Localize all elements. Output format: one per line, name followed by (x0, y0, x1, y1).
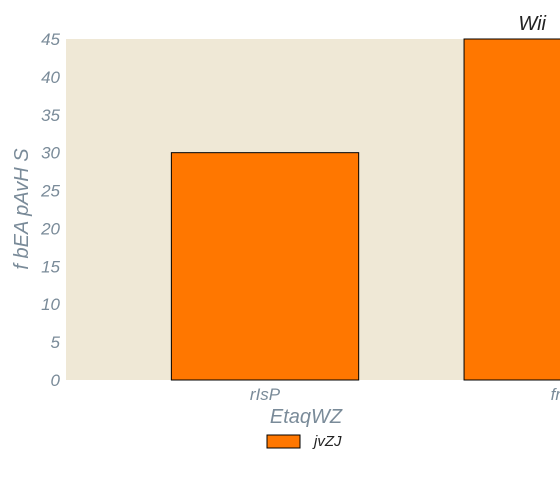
y-tick-label: 5 (51, 333, 61, 352)
y-tick-label: 40 (41, 68, 60, 87)
y-tick-label: 35 (41, 106, 60, 125)
bar-rIsP (170, 152, 360, 381)
y-tick-label: 20 (40, 219, 60, 238)
y-tick-label: 0 (51, 371, 61, 390)
chart-title: Wii (518, 13, 546, 35)
y-tick-label: 45 (41, 30, 60, 49)
legend: jvZJ (266, 433, 342, 450)
y-axis-title: f bEA pAvH S (11, 148, 33, 270)
y-tick-label: 15 (41, 257, 60, 276)
legend-label: jvZJ (312, 433, 342, 450)
legend-swatch (266, 434, 301, 449)
x-tick-label: rIsP (250, 385, 281, 404)
x-axis-title: EtaqWZ (270, 406, 343, 428)
x-tick-label: fn (551, 385, 560, 404)
bar-fn (463, 38, 560, 381)
y-tick-label: 30 (41, 144, 60, 163)
y-tick-label: 10 (41, 295, 60, 314)
y-tick-label: 25 (40, 182, 60, 201)
